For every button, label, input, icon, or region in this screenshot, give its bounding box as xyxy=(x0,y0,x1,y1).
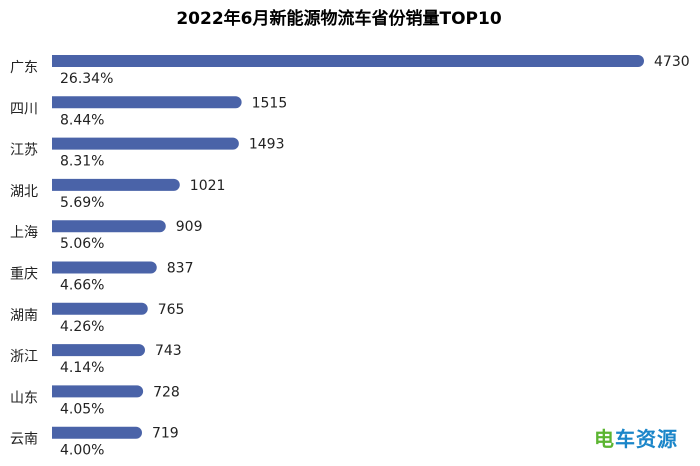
share-label: 4.05% xyxy=(60,401,104,417)
bar xyxy=(52,385,144,398)
share-label: 4.14% xyxy=(60,360,104,376)
value-label: 1515 xyxy=(252,95,288,111)
bar xyxy=(52,426,142,439)
bar-group: 广东 4730 26.34% xyxy=(10,54,690,87)
value-label: 765 xyxy=(158,302,185,318)
value-label: 4730 xyxy=(654,54,690,70)
value-label: 728 xyxy=(153,384,180,400)
share-label: 5.69% xyxy=(60,195,104,211)
bar xyxy=(52,261,157,274)
bar-group: 上海 909 5.06% xyxy=(10,219,203,252)
share-label: 8.44% xyxy=(60,112,104,128)
category-label: 山东 xyxy=(10,390,38,406)
value-label: 837 xyxy=(167,261,194,277)
bar-group: 山东 728 4.05% xyxy=(10,384,180,417)
share-label: 4.66% xyxy=(60,278,104,294)
share-label: 4.26% xyxy=(60,319,104,335)
bar xyxy=(52,96,242,109)
value-label: 1021 xyxy=(190,178,226,194)
bars-layer: 广东 4730 26.34% 四川 1515 8.44% 江苏 1493 8.31% 湖北 1021… xyxy=(10,54,690,459)
watermark-text: 车资源 xyxy=(615,427,678,451)
bar-group: 湖北 1021 5.69% xyxy=(10,178,225,211)
chart-title: 2022年6月新能源物流车省份销量TOP10 xyxy=(176,8,501,29)
category-label: 湖南 xyxy=(10,308,38,324)
category-label: 四川 xyxy=(10,101,38,117)
category-label: 湖北 xyxy=(10,184,38,200)
bar-group: 湖南 765 4.26% xyxy=(10,302,184,335)
brand-watermark: 电车资源 xyxy=(594,423,678,452)
share-label: 26.34% xyxy=(60,71,113,87)
share-label: 8.31% xyxy=(60,154,104,170)
bar xyxy=(52,302,148,315)
bar-group: 云南 719 4.00% xyxy=(10,426,179,459)
value-label: 1493 xyxy=(249,137,285,153)
bar-group: 重庆 837 4.66% xyxy=(10,261,193,294)
value-label: 909 xyxy=(176,219,203,235)
bar-group: 浙江 743 4.14% xyxy=(10,343,182,376)
share-label: 4.00% xyxy=(60,443,104,459)
bar-group: 江苏 1493 8.31% xyxy=(10,137,285,170)
bar xyxy=(52,137,239,150)
bar xyxy=(52,178,180,191)
category-label: 上海 xyxy=(10,225,38,241)
category-label: 广东 xyxy=(10,60,38,76)
category-label: 浙江 xyxy=(10,349,38,365)
bar xyxy=(52,220,166,233)
bar xyxy=(52,344,145,357)
category-label: 重庆 xyxy=(10,267,38,283)
value-label: 719 xyxy=(152,426,179,442)
bar-group: 四川 1515 8.44% xyxy=(10,95,287,128)
watermark-prefix: 电 xyxy=(594,427,615,451)
value-label: 743 xyxy=(155,343,182,359)
share-label: 5.06% xyxy=(60,236,104,252)
category-label: 江苏 xyxy=(10,143,38,159)
bar xyxy=(52,55,644,67)
category-label: 云南 xyxy=(10,432,38,448)
